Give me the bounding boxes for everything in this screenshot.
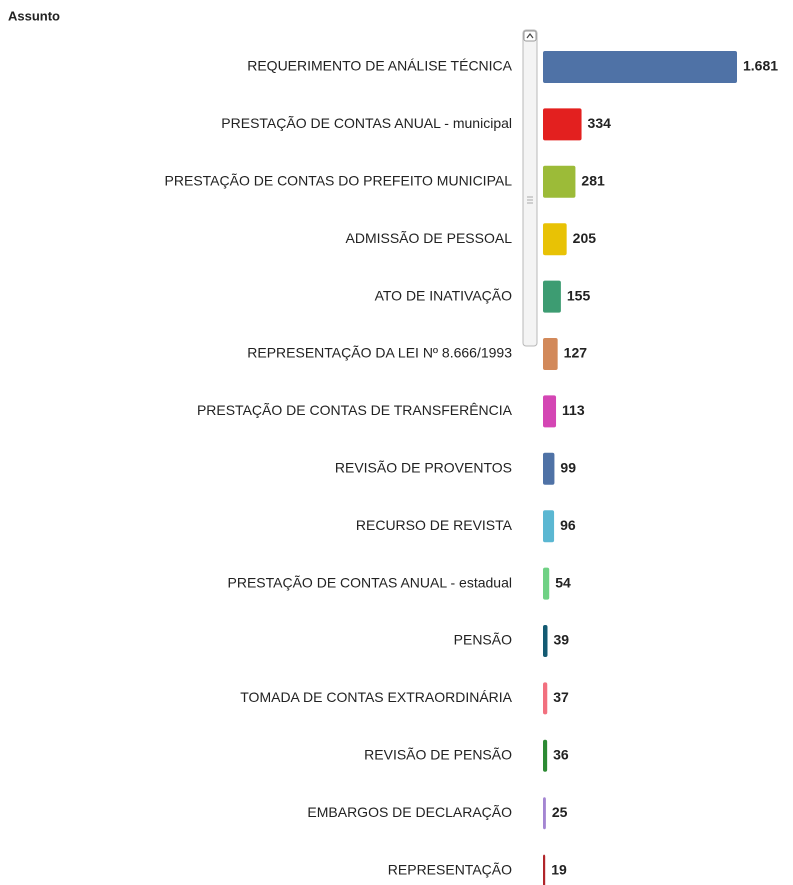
category-label: REPRESENTAÇÃO DA LEI Nº 8.666/1993 <box>247 345 512 361</box>
category-label: REVISÃO DE PROVENTOS <box>335 460 512 476</box>
value-label: 96 <box>560 517 576 533</box>
bar <box>543 739 548 772</box>
bar <box>543 51 737 83</box>
bar <box>543 338 558 370</box>
bar <box>543 280 561 313</box>
category-label: PENSÃO <box>454 632 512 648</box>
bar <box>543 854 546 885</box>
scroll-up[interactable] <box>523 30 537 42</box>
value-label: 19 <box>551 861 567 877</box>
value-label: 281 <box>581 173 605 189</box>
bar <box>543 165 576 198</box>
bar <box>543 567 550 600</box>
scroll-track[interactable] <box>522 29 538 347</box>
category-label: EMBARGOS DE DECLARAÇÃO <box>307 804 512 820</box>
bar <box>543 510 555 543</box>
value-label: 25 <box>552 804 568 820</box>
value-label: 36 <box>553 747 569 763</box>
value-label: 1.681 <box>743 58 778 74</box>
category-label: PRESTAÇÃO DE CONTAS DO PREFEITO MUNICIPA… <box>165 173 513 189</box>
bar <box>543 223 567 256</box>
bar <box>543 108 582 141</box>
category-label: PRESTAÇÃO DE CONTAS ANUAL - estadual <box>228 574 513 590</box>
bar <box>543 395 557 428</box>
category-label: REPRESENTAÇÃO <box>388 861 512 877</box>
category-label: ADMISSÃO DE PESSOAL <box>346 230 513 246</box>
category-label: REQUERIMENTO DE ANÁLISE TÉCNICA <box>247 58 512 74</box>
bar <box>543 452 555 485</box>
category-label: PRESTAÇÃO DE CONTAS DE TRANSFERÊNCIA <box>197 402 513 418</box>
bar <box>543 625 548 657</box>
value-label: 39 <box>554 632 570 648</box>
category-label: TOMADA DE CONTAS EXTRAORDINÁRIA <box>240 689 512 705</box>
value-label: 205 <box>573 230 597 246</box>
value-label: 37 <box>553 689 569 705</box>
value-label: 113 <box>562 402 585 418</box>
scrollbar[interactable] <box>522 29 538 347</box>
scroll-arrow <box>526 33 534 39</box>
value-label: 99 <box>560 460 576 476</box>
category-label: ATO DE INATIVAÇÃO <box>375 287 513 303</box>
value-label: 155 <box>567 287 591 303</box>
bar <box>543 682 548 715</box>
value-label: 54 <box>555 574 571 590</box>
value-label: 334 <box>588 115 612 131</box>
category-label: RECURSO DE REVISTA <box>356 517 513 533</box>
category-label: REVISÃO DE PENSÃO <box>364 747 512 763</box>
category-label: PRESTAÇÃO DE CONTAS ANUAL - municipal <box>221 115 512 131</box>
chart-title: Assunto <box>8 8 60 23</box>
bar <box>543 797 546 830</box>
value-label: 127 <box>564 345 588 361</box>
